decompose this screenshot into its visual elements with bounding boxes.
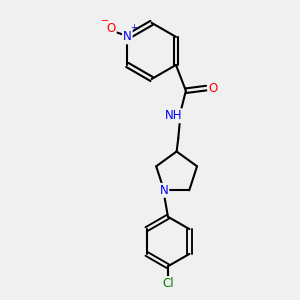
Text: Cl: Cl <box>162 277 174 290</box>
Text: O: O <box>106 22 116 35</box>
Text: +: + <box>130 23 137 32</box>
Text: −: − <box>101 16 109 26</box>
Text: O: O <box>208 82 218 94</box>
Text: N: N <box>160 184 168 197</box>
Text: N: N <box>123 30 132 44</box>
Text: NH: NH <box>165 109 183 122</box>
